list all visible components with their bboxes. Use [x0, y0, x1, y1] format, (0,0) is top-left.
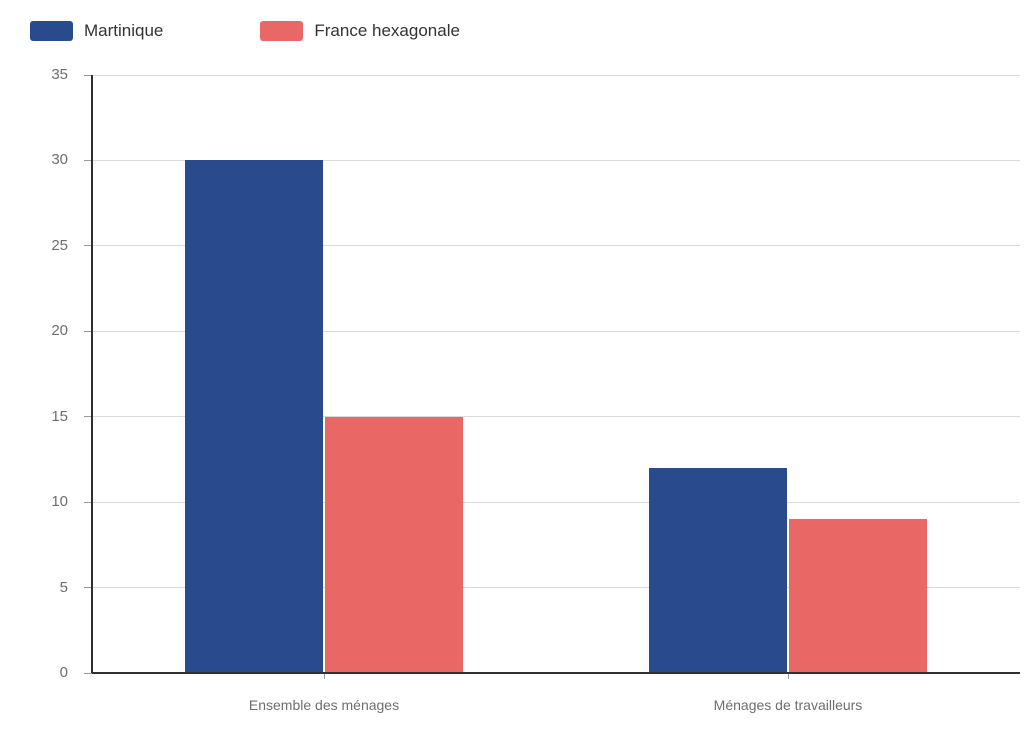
gridline-y-10 — [92, 501, 1020, 503]
bar-martinique-category-2 — [649, 467, 787, 672]
y-axis-line — [91, 75, 93, 673]
y-axis-tick-label: 5 — [59, 578, 68, 596]
y-axis-tick-label: 30 — [51, 151, 68, 169]
gridline-y-15 — [92, 416, 1020, 418]
gridline-y-30 — [92, 159, 1020, 161]
chart-legend: Martinique France hexagonale — [30, 18, 460, 44]
y-axis-tick — [84, 587, 92, 589]
y-axis-tick-label: 15 — [51, 407, 68, 425]
bar-martinique-category-1 — [185, 160, 323, 672]
legend-label-martinique: Martinique — [84, 21, 164, 40]
y-axis-tick-label: 0 — [59, 664, 68, 681]
x-axis-line — [92, 672, 1020, 674]
bar-france-hexagonale-category-2 — [789, 519, 927, 672]
x-axis-tick — [787, 673, 789, 679]
y-axis-tick — [84, 501, 92, 503]
gridline-y-5 — [92, 587, 1020, 589]
y-axis-tick — [84, 672, 92, 674]
x-axis-tick — [323, 673, 325, 679]
y-axis-tick — [84, 74, 92, 76]
legend-item-martinique[interactable]: Martinique — [30, 21, 163, 41]
legend-swatch-martinique-icon — [30, 21, 73, 41]
gridline-y-20 — [92, 330, 1020, 332]
legend-item-france-hexagonale[interactable]: France hexagonale — [260, 21, 460, 41]
x-axis-category-label: Ménages de travailleurs — [713, 697, 863, 713]
y-axis-tick-label: 20 — [51, 322, 68, 340]
legend-swatch-france-hexagonale-icon — [260, 21, 304, 41]
y-axis-tick-label: 35 — [51, 66, 68, 83]
y-axis-tick — [84, 159, 92, 161]
gridline-y-25 — [92, 245, 1020, 247]
bar-france-hexagonale-category-1 — [325, 416, 463, 672]
y-axis-tick — [84, 245, 92, 247]
y-axis-tick-label: 10 — [51, 493, 68, 511]
gridline-y-35 — [92, 74, 1020, 76]
y-axis-tick-label: 25 — [51, 236, 68, 254]
legend-label-france-hexagonale: France hexagonale — [314, 21, 460, 40]
x-axis-category-label: Ensemble des ménages — [248, 697, 400, 713]
y-axis-tick — [84, 330, 92, 332]
y-axis-tick — [84, 416, 92, 418]
